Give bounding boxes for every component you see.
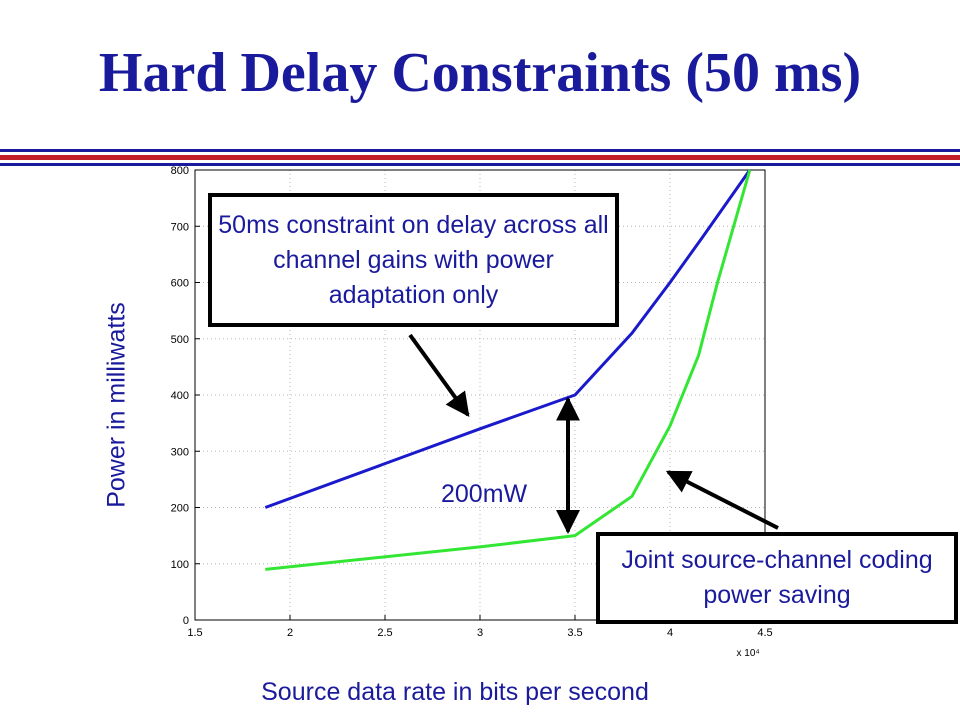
y-tick-label: 200 bbox=[171, 503, 189, 515]
x-axis-label: Source data rate in bits per second bbox=[261, 678, 649, 706]
power-saving-callout: Joint source-channel coding power saving bbox=[596, 532, 958, 624]
y-tick-label: 400 bbox=[171, 390, 189, 402]
x-tick-label: 2 bbox=[287, 627, 293, 639]
x-tick-label: 4.5 bbox=[757, 627, 772, 639]
slide-title: Hard Delay Constraints (50 ms) bbox=[98, 42, 862, 104]
series-layer bbox=[264, 169, 752, 571]
power-gap-label: 200mW bbox=[441, 480, 528, 508]
title-divider-middle bbox=[0, 155, 960, 160]
x-tick-label: 2.5 bbox=[377, 627, 392, 639]
x-tick-label: 3.5 bbox=[567, 627, 582, 639]
y-axis-label: Power in milliwatts bbox=[102, 302, 131, 508]
x-tick-label: 3 bbox=[477, 627, 483, 639]
title-divider-top bbox=[0, 149, 960, 152]
y-tick-label: 800 bbox=[171, 165, 189, 177]
saving-callout-arrow bbox=[665, 470, 779, 530]
title-divider-bottom bbox=[0, 163, 960, 166]
y-tick-label: 0 bbox=[183, 615, 189, 627]
y-tick-label: 500 bbox=[171, 334, 189, 346]
x-tick-label: 1.5 bbox=[187, 627, 202, 639]
delay-callout-arrow bbox=[408, 333, 470, 417]
y-tick-label: 300 bbox=[171, 446, 189, 458]
x-exponent-label: x 10⁴ bbox=[737, 648, 760, 659]
y-tick-label: 600 bbox=[171, 278, 189, 290]
joint-coding-series-line bbox=[265, 169, 752, 571]
y-tick-label: 100 bbox=[171, 559, 189, 571]
delay-constraint-callout: 50ms constraint on delay across all chan… bbox=[208, 193, 619, 327]
y-tick-label: 700 bbox=[171, 221, 189, 233]
x-tick-label: 4 bbox=[667, 627, 673, 639]
power-adaptation-series-line bbox=[264, 169, 752, 509]
